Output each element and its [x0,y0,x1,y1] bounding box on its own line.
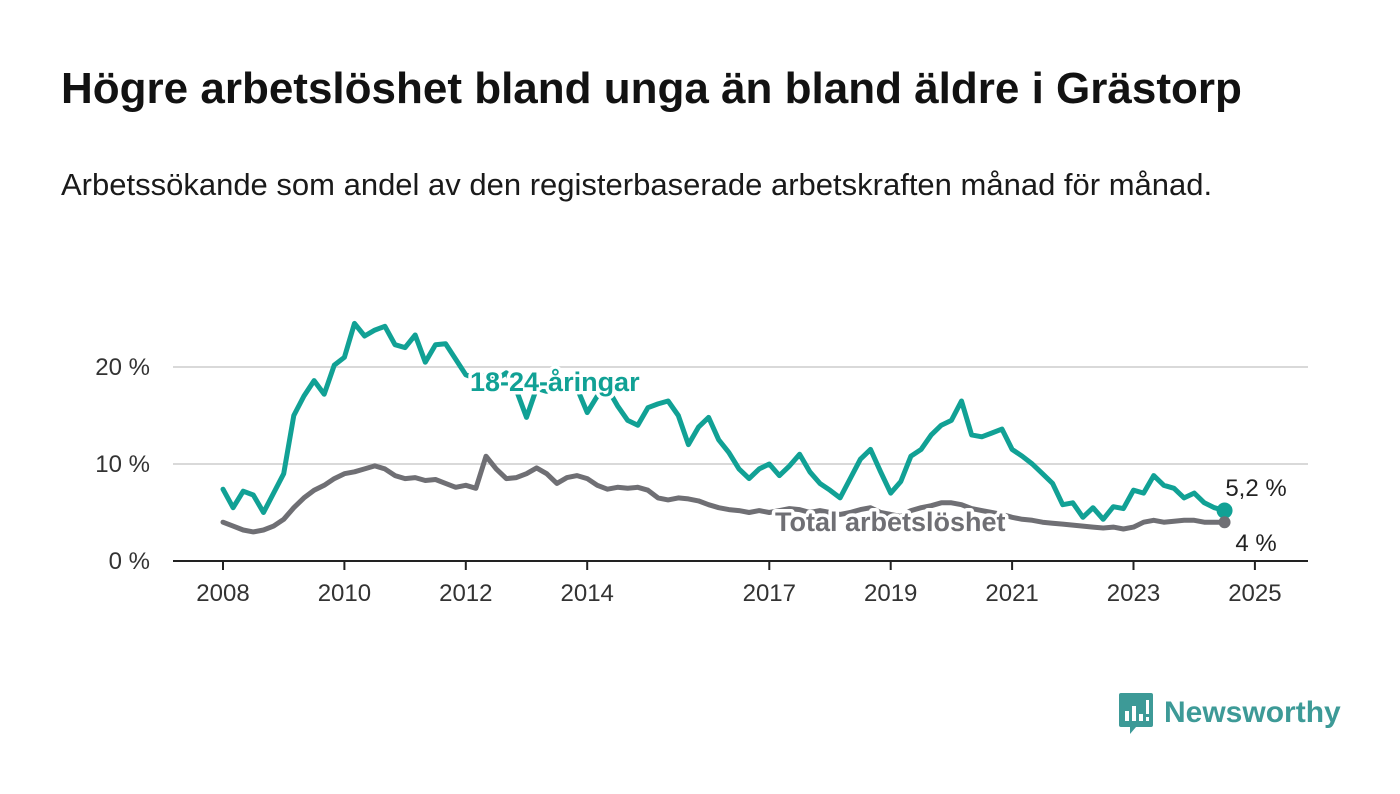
y-tick-label: 10 % [95,451,150,478]
end-label-total: 4 % [1235,530,1276,557]
x-tick-label: 2023 [1107,580,1160,607]
end-label-youth: 5,2 % [1225,475,1286,502]
newsworthy-logo-icon [1119,693,1153,734]
y-tick-label: 20 % [95,354,150,381]
series-label-total: Total arbetslöshet [775,507,1006,537]
x-tick-label: 2008 [196,580,249,607]
series-label-youth: 18-24-åringar [470,367,640,397]
series-line-total [220,453,1228,535]
line-chart: 0 % 10 % 20 % 2008 2010 2012 2014 2017 2019 2021… [95,320,1308,607]
x-tick-label: 2017 [743,580,796,607]
youth-end-point [1216,502,1233,519]
y-axis-ticks: 0 % 10 % 20 % [95,354,150,575]
chart-subtitle: Arbetssökande som andel av den registerb… [61,167,1213,202]
series-labels: 18-24-åringar Total arbetslöshet 5,2 % 4 % [467,364,1291,561]
total-end-point [1218,516,1231,529]
x-axis: 2008 2010 2012 2014 2017 2019 2021 2023 2025 [173,560,1308,607]
y-tick-label: 0 % [109,548,150,575]
series-lines [220,320,1228,535]
series-line-youth [220,320,1228,522]
x-tick-label: 2010 [318,580,371,607]
x-tick-label: 2019 [864,580,917,607]
x-tick-label: 2025 [1228,580,1281,607]
grid-lines [173,366,1308,465]
x-tick-label: 2021 [985,580,1038,607]
x-tick-label: 2012 [439,580,492,607]
x-tick-label: 2014 [561,580,614,607]
newsworthy-logo: Newsworthy [1118,690,1341,736]
chart-title: Högre arbetslöshet bland unga än bland ä… [61,64,1242,113]
newsworthy-wordmark: Newsworthy [1164,696,1341,729]
